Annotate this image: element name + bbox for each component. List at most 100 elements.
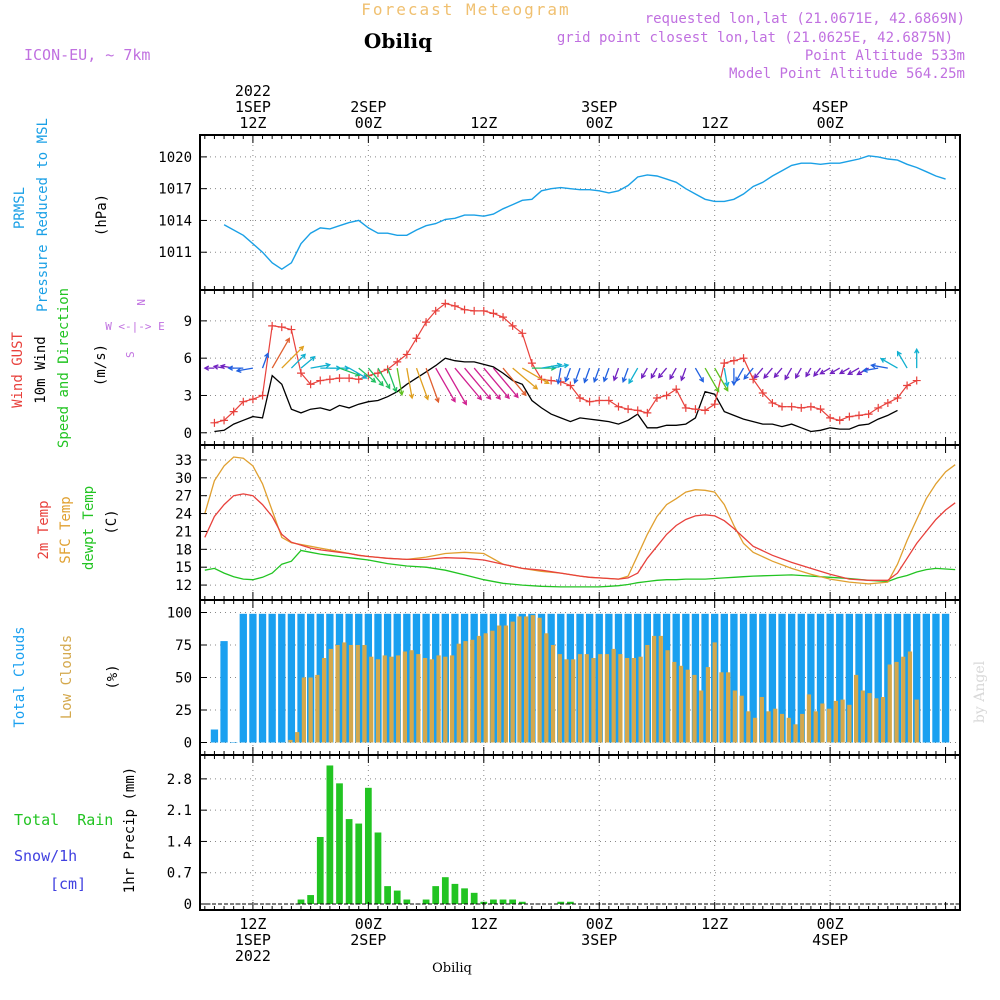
gust-marker <box>710 400 719 409</box>
low-cloud-bar <box>483 633 488 743</box>
wind-arrow <box>555 367 562 385</box>
total-cloud-bar <box>383 613 392 743</box>
gust-marker <box>806 402 815 411</box>
total-cloud-bar <box>701 613 709 743</box>
time-label-bottom: 12Z <box>470 915 497 933</box>
total-cloud-bar <box>826 613 834 743</box>
header-title: Forecast Meteogram <box>361 0 570 19</box>
time-label-bottom: 12Z <box>239 915 266 933</box>
total-cloud-bar <box>230 742 238 743</box>
grid-layer <box>200 135 960 910</box>
low-cloud-bar <box>827 708 832 743</box>
time-label-top: 2SEP <box>350 98 386 116</box>
low-cloud-bar <box>705 667 711 743</box>
cloud-labels: Total Clouds Low Clouds (%) <box>12 626 121 727</box>
wind-arrow <box>714 367 729 392</box>
footer-location: Obiliq <box>432 961 472 976</box>
time-label-bottom: 4SEP <box>812 931 848 949</box>
gust-marker <box>441 299 450 308</box>
header-requested: requested lon,lat (21.0671E, 42.6869N) <box>645 11 965 27</box>
low-cloud-bar <box>382 655 387 743</box>
gust-marker <box>412 334 421 343</box>
header-location: Obiliq <box>364 29 432 53</box>
wind-arrow <box>650 367 658 379</box>
low-cloud-bar <box>369 656 374 743</box>
low-cloud-bar <box>490 630 495 743</box>
gust-marker <box>248 395 257 404</box>
low-cloud-bar <box>692 674 697 743</box>
low-cloud-bar <box>880 697 886 743</box>
wind-arrow <box>300 355 316 369</box>
wind-arrow <box>819 367 831 375</box>
low-cloud-bar <box>362 645 367 743</box>
low-cloud-bar <box>779 713 785 743</box>
gust-marker <box>268 321 277 330</box>
low-cloud-bar <box>712 642 717 743</box>
wind-arrow <box>813 367 821 377</box>
cloud-label-total: Total Clouds <box>12 626 28 727</box>
gust-marker <box>325 375 334 384</box>
gust-marker <box>489 309 498 318</box>
wind-arrow <box>473 367 501 401</box>
low-cloud-bar <box>335 645 340 743</box>
y-tick-label: 9 <box>184 314 192 330</box>
total-cloud-bar <box>787 613 796 743</box>
temp-labels: 2m Temp SFC Temp dewpt Temp (C) <box>36 486 120 570</box>
y-tick-label: 50 <box>175 671 192 687</box>
low-cloud-bar <box>672 661 677 743</box>
low-cloud-bar <box>678 665 684 743</box>
wind-arrow <box>435 367 456 403</box>
y-tick-label: 33 <box>175 453 192 469</box>
precip-labels: Total Rain Snow/1h [cm] 1hr Precip (mm) <box>14 767 138 893</box>
gust-marker <box>681 403 690 412</box>
low-cloud-bar <box>800 713 805 743</box>
rain-bar <box>297 899 305 904</box>
low-cloud-bar <box>604 654 610 743</box>
wind-arrow <box>583 367 591 384</box>
header-point-altitude: Point Altitude 533m <box>805 48 965 64</box>
y-tick-label: 1017 <box>158 182 192 198</box>
wind-arrow <box>425 367 440 404</box>
total-cloud-bar <box>807 613 815 743</box>
total-cloud-bar <box>297 613 305 743</box>
wind-arrow <box>271 337 290 369</box>
y-tick-label: 2.8 <box>167 772 192 788</box>
low-cloud-bar <box>544 633 549 743</box>
wind-arrow <box>261 352 270 369</box>
wind-arrow <box>879 358 898 369</box>
gust-marker <box>450 301 459 310</box>
gust-marker <box>604 396 613 405</box>
low-cloud-bar <box>308 677 313 743</box>
gust-marker <box>229 407 238 416</box>
total-cloud-bar <box>316 613 324 743</box>
wind-arrow <box>235 367 254 374</box>
y-tick-label: 12 <box>175 578 192 594</box>
gust-marker <box>527 359 536 368</box>
total-cloud-bar <box>864 613 873 743</box>
pressure-label-prmsl: PRMSL <box>12 187 28 229</box>
panel-frame-precip <box>199 754 961 911</box>
total-cloud-bar <box>451 613 459 743</box>
rain-bar <box>316 836 324 904</box>
y-tick-label: 2.1 <box>167 803 192 819</box>
low-cloud-bar <box>510 621 515 743</box>
low-cloud-bar <box>456 643 461 743</box>
wind-arrow <box>856 367 869 376</box>
time-label-top: 12Z <box>470 114 497 132</box>
total-cloud-bar <box>249 613 257 743</box>
wind-arrow <box>773 367 783 379</box>
total-cloud-bar <box>730 613 738 743</box>
time-label-top: 3SEP <box>581 98 617 116</box>
low-cloud-bar <box>530 615 535 743</box>
gust-marker <box>720 359 729 368</box>
gust-marker <box>903 381 912 390</box>
wind-labels: Wind GUST 10m Wind Speed and Direction (… <box>10 288 165 448</box>
wind-arrow <box>521 367 550 384</box>
gust-marker <box>691 405 700 414</box>
low-cloud-bar <box>321 658 327 743</box>
gust-marker <box>470 306 479 315</box>
wind-arrow <box>763 367 773 380</box>
low-cloud-bar <box>463 641 468 743</box>
temp-label-2m: 2m Temp <box>36 500 52 559</box>
